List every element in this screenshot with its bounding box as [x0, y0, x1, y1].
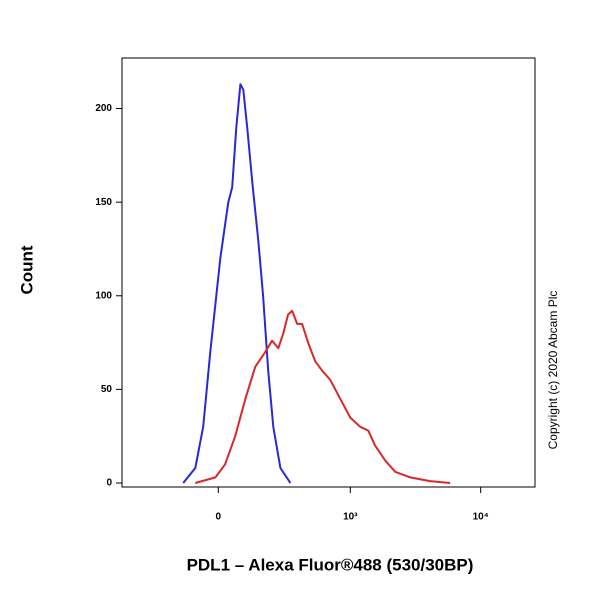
x-tick-label: 10³ [343, 512, 358, 523]
y-tick-label: 0 [106, 478, 112, 489]
x-tick-label: 10⁴ [473, 512, 489, 523]
y-tick-label: 150 [95, 197, 112, 208]
copyright: Copyright (c) 2020 Abcam Plc [546, 291, 560, 450]
x-axis-title: PDL1 – Alexa Fluor®488 (530/30BP) [187, 555, 474, 574]
histogram-line [195, 309, 451, 484]
y-tick-label: 50 [101, 384, 113, 395]
y-tick-label: 200 [95, 103, 112, 114]
plot-frame [121, 57, 536, 488]
x-tick-label: 0 [215, 512, 221, 523]
y-axis-title: Count [17, 245, 36, 294]
y-tick-label: 100 [95, 290, 112, 301]
histogram-line [182, 83, 292, 484]
